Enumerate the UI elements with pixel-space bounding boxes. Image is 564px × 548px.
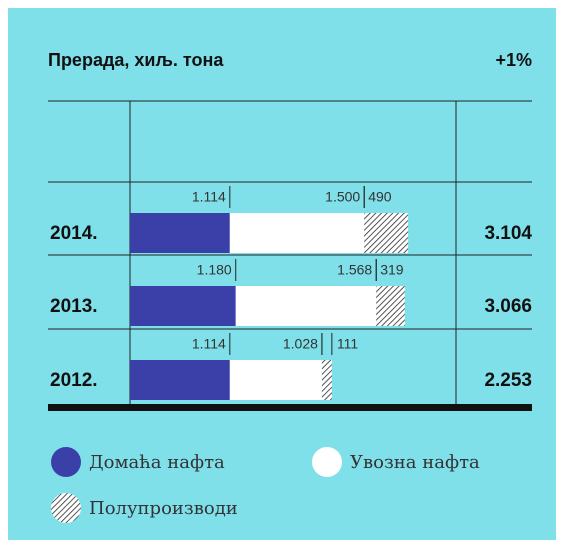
value-label: 319	[380, 262, 404, 278]
value-label: 1.500	[325, 189, 360, 205]
bar-segment	[229, 360, 322, 400]
category-label: 2013.	[50, 296, 98, 317]
bar-segment	[364, 213, 409, 253]
legend-swatch	[51, 493, 81, 523]
bar-segment	[130, 286, 236, 326]
value-label: 111	[337, 336, 358, 352]
legend-label: Увозна нафта	[350, 452, 480, 473]
value-label: 1.568	[337, 262, 372, 278]
legend-swatch	[312, 447, 342, 477]
legend-swatch	[51, 447, 81, 477]
value-label: 1.180	[197, 262, 232, 278]
category-label: 2014.	[50, 223, 98, 244]
value-label: 1.028	[283, 336, 318, 352]
bar-segment	[130, 213, 230, 253]
bar-segment	[229, 213, 365, 253]
chart-title: Прерада, хиљ. тона	[48, 50, 224, 70]
total-label: 2.253	[484, 370, 532, 391]
value-label: 490	[368, 189, 392, 205]
value-label: 1.114	[192, 189, 226, 205]
bar-segment	[376, 286, 405, 326]
bar-segment	[130, 360, 230, 400]
bar-segment	[321, 360, 332, 400]
category-label: 2012.	[50, 370, 98, 391]
legend-label: Домаћа нафта	[89, 452, 225, 473]
baseline	[48, 404, 532, 411]
legend-label: Полупроизводи	[89, 498, 238, 519]
total-label: 3.104	[484, 223, 532, 244]
change: +1%	[495, 50, 532, 70]
bar-segment	[235, 286, 377, 326]
total-label: 3.066	[484, 296, 532, 317]
background	[8, 8, 556, 540]
value-label: 1.114	[192, 336, 226, 352]
